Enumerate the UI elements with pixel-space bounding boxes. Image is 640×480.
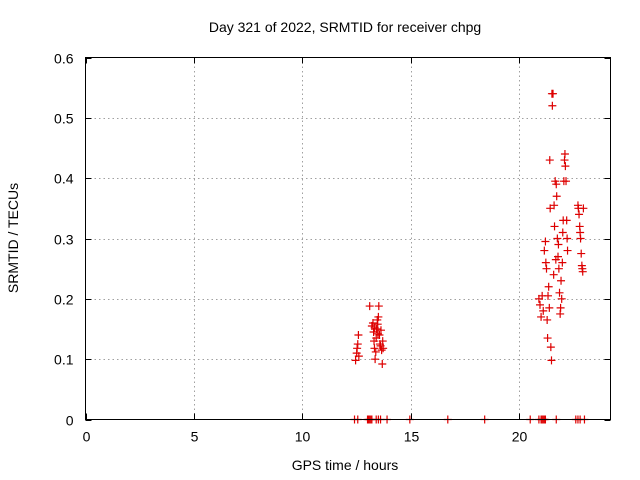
- data-point: [378, 337, 387, 346]
- data-point: [545, 303, 554, 312]
- data-point: [371, 347, 380, 356]
- data-point: [354, 331, 363, 340]
- data-point: [554, 240, 563, 249]
- y-tick-label: 0.1: [54, 352, 74, 368]
- data-point: [354, 352, 363, 361]
- data-point: [558, 258, 567, 267]
- data-point: [549, 89, 558, 98]
- data-point: [579, 204, 588, 213]
- data-point: [562, 177, 571, 186]
- data-points: [350, 89, 589, 424]
- data-point: [379, 344, 388, 353]
- data-point: [371, 355, 380, 364]
- data-point: [541, 237, 550, 246]
- x-tick-label: 0: [83, 429, 91, 445]
- data-point: [561, 162, 570, 171]
- data-point: [540, 246, 549, 255]
- data-point: [576, 234, 585, 243]
- grid-lines: [85, 57, 611, 420]
- data-point: [353, 340, 362, 349]
- data-point: [378, 359, 387, 368]
- y-tick-labels: 0 0.1 0.2 0.3 0.4 0.5 0.6: [54, 51, 74, 429]
- data-point: [365, 302, 374, 311]
- data-point: [547, 356, 556, 365]
- data-point: [553, 234, 562, 243]
- data-point: [542, 264, 551, 273]
- data-point: [539, 306, 548, 315]
- data-point: [578, 267, 587, 276]
- data-point: [543, 315, 552, 324]
- data-point: [377, 346, 386, 355]
- data-point: [546, 343, 555, 352]
- data-point: [374, 312, 383, 321]
- data-point: [575, 210, 584, 219]
- data-point: [550, 201, 559, 210]
- y-tick-label: 0: [66, 413, 74, 429]
- data-point: [353, 344, 362, 353]
- y-tick-label: 0.6: [54, 51, 74, 67]
- x-tick-label: 15: [404, 429, 420, 445]
- x-tick-labels: 0 5 10 15 20: [83, 429, 528, 445]
- data-point: [554, 264, 563, 273]
- data-point: [375, 331, 384, 340]
- data-point: [563, 234, 572, 243]
- data-point: [351, 356, 360, 365]
- data-point: [535, 300, 544, 309]
- data-point: [549, 270, 558, 279]
- data-point: [557, 276, 566, 285]
- data-point: [556, 303, 565, 312]
- data-point: [541, 258, 550, 267]
- data-point: [577, 249, 586, 258]
- data-point: [562, 216, 571, 225]
- data-point: [552, 180, 561, 189]
- chart-title: Day 321 of 2022, SRMTID for receiver chp…: [209, 19, 481, 35]
- data-point: [551, 255, 560, 264]
- y-tick-label: 0.2: [54, 292, 74, 308]
- x-axis-label: GPS time / hours: [292, 457, 399, 473]
- data-point: [560, 150, 569, 159]
- data-point: [374, 302, 383, 311]
- axis-ticks: [85, 57, 611, 421]
- data-point: [370, 344, 379, 353]
- data-point: [555, 288, 564, 297]
- data-point: [368, 318, 377, 327]
- data-point: [548, 101, 557, 110]
- data-point: [372, 325, 381, 333]
- data-point: [558, 228, 567, 237]
- data-point: [543, 334, 552, 343]
- y-axis-label: SRMTID / TECUs: [5, 183, 21, 293]
- y-tick-label: 0.4: [54, 171, 74, 187]
- data-point: [552, 192, 561, 201]
- data-point: [557, 294, 566, 303]
- data-point: [544, 282, 553, 291]
- x-tick-label: 10: [295, 429, 311, 445]
- y-tick-label: 0.3: [54, 232, 74, 248]
- x-tick-label: 20: [512, 429, 528, 445]
- data-point: [563, 246, 572, 255]
- data-point: [370, 323, 379, 332]
- y-tick-label: 0.5: [54, 111, 74, 127]
- data-point: [544, 291, 553, 300]
- data-point: [537, 312, 546, 321]
- x-tick-label: 5: [191, 429, 199, 445]
- plot-frame: [85, 57, 611, 420]
- data-point: [373, 329, 382, 338]
- data-point: [545, 156, 554, 165]
- data-point: [550, 222, 559, 231]
